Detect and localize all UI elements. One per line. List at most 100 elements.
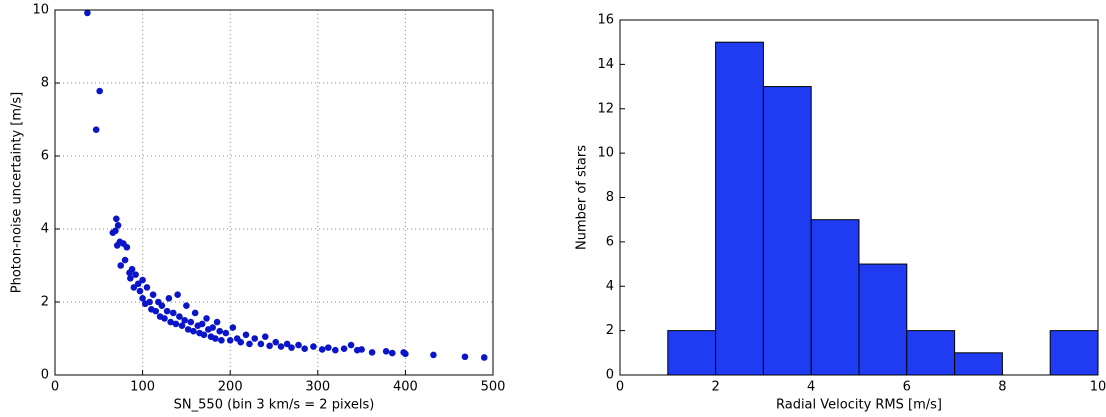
point [123,243,131,251]
point [295,341,302,349]
point [218,337,225,344]
point [203,315,210,322]
bar [906,330,956,376]
bar [667,330,717,376]
point [209,324,216,331]
plot-frame [619,19,1099,376]
x-axis-label: SN_550 (bin 3 km/s = 2 pixels) [174,398,375,413]
point [288,344,295,351]
point [92,126,100,134]
x-tick-label: 8 [998,380,1006,395]
x-tick-label: 2 [711,380,719,395]
point [181,316,188,324]
point [251,335,259,342]
point [176,313,183,320]
point [161,315,168,322]
x-tick-label: 10 [1090,380,1106,395]
bar [954,352,1003,376]
point [178,322,186,330]
point [461,353,469,361]
point [128,265,136,273]
x-tick-label: 0 [616,380,624,395]
point [229,324,237,331]
point [325,344,332,351]
point [132,271,139,278]
point [198,320,206,328]
x-tick-label: 400 [393,380,418,395]
y-tick-label: 0 [606,368,614,383]
point [382,347,390,355]
point [139,276,146,284]
point [216,327,223,335]
point [261,333,269,340]
point [266,342,273,350]
y-tick-label: 6 [606,234,614,249]
y-axis-label: Photon-noise uncertainty [m/s] [10,92,25,294]
point [163,307,171,315]
point [114,222,122,229]
point [277,343,285,350]
point [480,354,488,361]
point [301,345,308,353]
point [212,335,219,342]
x-tick-label: 100 [130,380,155,395]
point [332,346,339,354]
point [96,87,103,95]
point [226,337,234,344]
point [136,287,144,295]
point [117,262,124,269]
point [158,302,166,309]
point [183,302,190,309]
y-tick-label: 4 [606,279,614,294]
y-tick-label: 2 [606,323,614,338]
y-tick-label: 10 [597,146,614,161]
point [200,331,208,339]
y-tick-label: 14 [597,57,614,72]
point [146,298,153,306]
point [143,284,151,291]
point [174,291,181,299]
point [134,280,142,288]
bar [810,219,860,376]
y-tick-label: 8 [41,76,49,91]
y-tick-label: 8 [606,190,614,205]
point [368,349,376,356]
x-tick-label: 500 [481,380,506,395]
point [172,320,180,328]
point [149,291,157,299]
point [127,274,134,282]
y-tick-label: 16 [597,13,614,28]
x-tick-label: 4 [807,380,815,395]
point [121,256,129,264]
point [310,343,317,350]
y-tick-label: 0 [41,368,49,383]
point [84,9,91,17]
point [213,318,221,326]
bar [715,41,764,376]
point [318,346,326,353]
point [169,309,177,317]
point [152,307,160,315]
point [167,318,174,326]
point [430,351,437,359]
point [402,350,409,358]
point [237,338,245,346]
y-tick-label: 4 [41,222,49,237]
point [184,326,192,333]
x-tick-label: 300 [305,380,330,395]
y-tick-label: 10 [32,3,49,18]
point [187,318,195,326]
bar [858,263,908,376]
point [139,295,146,302]
point [358,346,365,353]
x-axis-label: Radial Velocity RMS [m/s] [776,398,942,413]
point [112,227,119,235]
point [388,349,396,357]
point [242,331,250,339]
point [130,284,138,291]
point [347,341,355,349]
bar [1049,330,1099,376]
point [246,340,253,348]
x-tick-label: 200 [218,380,243,395]
